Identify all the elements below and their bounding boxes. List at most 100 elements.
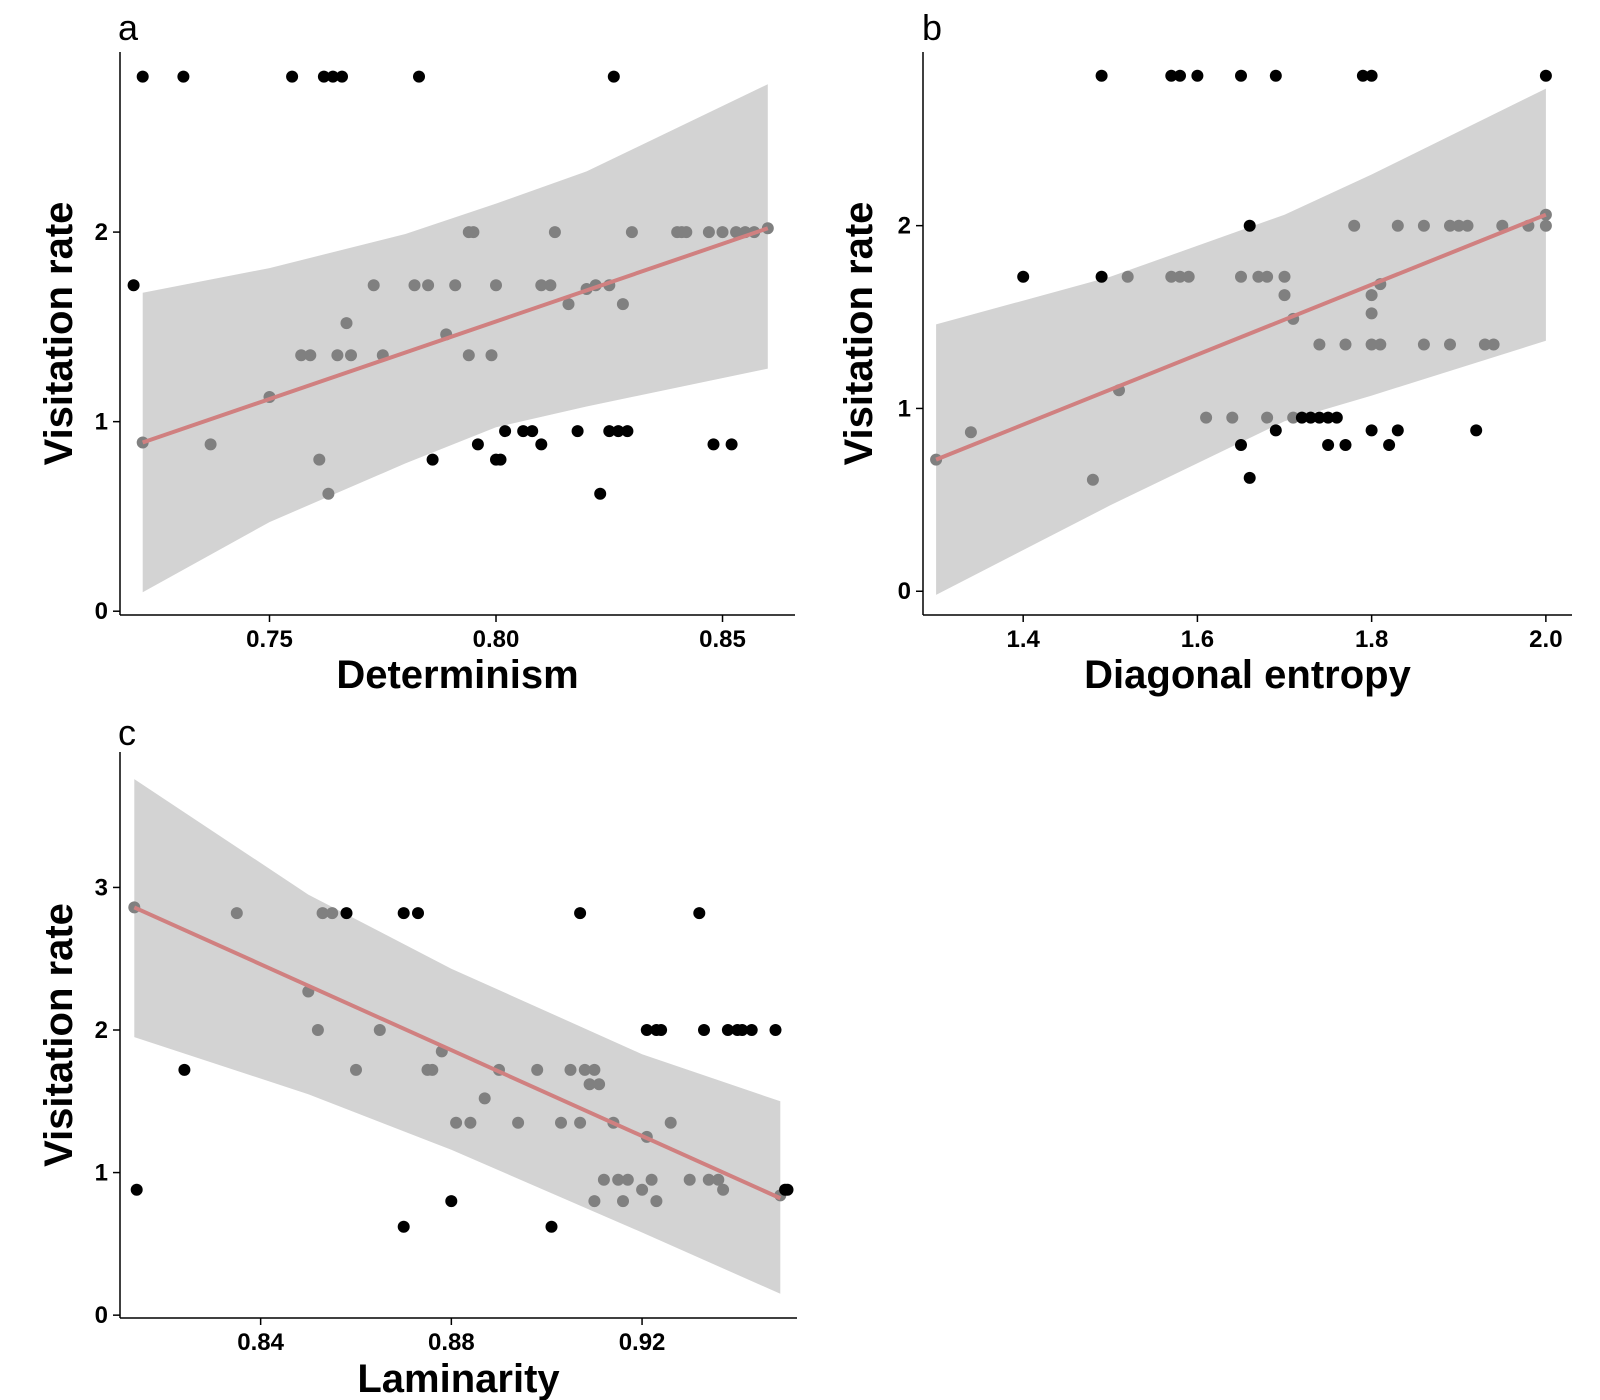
data-point: [136, 70, 149, 83]
data-point: [1235, 439, 1247, 451]
x-tick-label: 2.0: [1529, 626, 1562, 653]
data-point: [1496, 219, 1509, 232]
x-tick-label: 0.92: [619, 1329, 666, 1356]
data-point: [204, 438, 217, 451]
data-point: [1339, 338, 1352, 351]
data-point: [331, 349, 344, 362]
data-point: [1174, 270, 1186, 283]
data-point: [535, 438, 548, 451]
data-point: [745, 1024, 758, 1036]
data-point: [412, 907, 424, 920]
data-points: [930, 69, 1552, 486]
data-point: [397, 907, 410, 920]
y-axis-title: Visitation rate: [37, 903, 81, 1167]
data-point: [350, 1063, 362, 1076]
data-point: [548, 226, 561, 239]
y-tick-label: 2: [95, 1017, 108, 1044]
data-point: [564, 1063, 577, 1076]
data-point: [562, 298, 575, 311]
data-point: [769, 1024, 782, 1036]
data-point: [640, 1024, 653, 1036]
data-point: [1086, 473, 1099, 486]
data-point: [612, 425, 625, 438]
y-tick-label: 3: [95, 874, 108, 901]
y-tick-label: 2: [898, 213, 911, 240]
chart-panel-a: 0.75 0.80 0.85 0 1 2 Determinism Visitation rat…: [37, 7, 795, 697]
data-point: [1174, 69, 1186, 82]
data-point: [1095, 69, 1108, 82]
data-point: [693, 907, 706, 920]
x-tick-label: 1.6: [1181, 626, 1214, 653]
data-point: [178, 1063, 191, 1076]
data-point: [526, 425, 539, 438]
data-point: [571, 425, 584, 438]
data-point: [326, 907, 339, 920]
data-point: [1313, 411, 1326, 424]
data-point: [1470, 424, 1483, 437]
panel-label: c: [118, 712, 136, 753]
data-point: [1539, 219, 1552, 232]
data-point: [397, 1220, 410, 1233]
data-point: [1391, 219, 1404, 232]
data-point: [1243, 219, 1256, 232]
data-point: [471, 438, 484, 451]
data-point: [698, 1024, 710, 1036]
data-point: [326, 70, 339, 83]
data-point: [1322, 411, 1335, 424]
data-point: [1165, 69, 1178, 82]
data-point: [445, 1195, 458, 1208]
data-point: [544, 279, 557, 292]
panel-label: a: [118, 7, 139, 48]
data-point: [1391, 424, 1404, 437]
data-point: [736, 1024, 749, 1036]
data-point: [1417, 338, 1430, 351]
y-axis-title: Visitation rate: [837, 202, 881, 466]
data-point: [578, 1063, 591, 1076]
chart-panel-c: 0.84 0.88 0.92 0 1 2 3 Laminarity Visitation rat…: [37, 712, 797, 1400]
data-point: [664, 1116, 677, 1129]
data-point: [1339, 439, 1352, 451]
data-point: [712, 1173, 725, 1186]
y-tick-label: 0: [95, 598, 108, 625]
data-point: [322, 487, 335, 500]
data-point: [413, 70, 425, 83]
x-tick-label: 1.4: [1006, 626, 1040, 653]
data-points: [128, 901, 794, 1233]
data-point: [636, 1183, 649, 1196]
data-point: [555, 1116, 567, 1129]
x-tick-label: 0.85: [699, 626, 746, 653]
data-point: [422, 279, 435, 292]
data-point: [716, 226, 729, 239]
data-point: [373, 1024, 386, 1036]
data-point: [1304, 411, 1317, 424]
data-point: [583, 1078, 596, 1091]
data-point: [494, 453, 507, 466]
data-point: [588, 1063, 601, 1076]
data-point: [127, 279, 140, 292]
data-point: [1295, 411, 1308, 424]
data-point: [1182, 270, 1195, 283]
data-point: [781, 1183, 794, 1196]
data-point: [1348, 219, 1361, 232]
y-tick-label: 0: [95, 1302, 108, 1329]
confidence-band: [142, 84, 768, 593]
data-point: [721, 1024, 734, 1036]
x-axis-title: Diagonal entropy: [1084, 653, 1411, 697]
data-point: [531, 1063, 544, 1076]
data-point: [593, 1078, 606, 1091]
data-point: [1243, 471, 1256, 484]
data-point: [499, 425, 512, 438]
data-point: [478, 1092, 491, 1105]
data-point: [1235, 270, 1247, 283]
data-point: [177, 70, 190, 83]
data-point: [464, 1116, 477, 1129]
y-axis-title: Visitation rate: [37, 202, 81, 466]
data-point: [717, 1183, 730, 1196]
data-point: [1322, 439, 1335, 451]
x-tick-label: 0.88: [428, 1329, 475, 1356]
data-point: [574, 1116, 587, 1129]
chart-panel-b: 1.4 1.6 1.8 2.0 0 1 2 Diagonal entropy Visitatio…: [837, 7, 1572, 697]
y-tick-label: 1: [95, 1160, 108, 1187]
confidence-band: [936, 88, 1546, 595]
